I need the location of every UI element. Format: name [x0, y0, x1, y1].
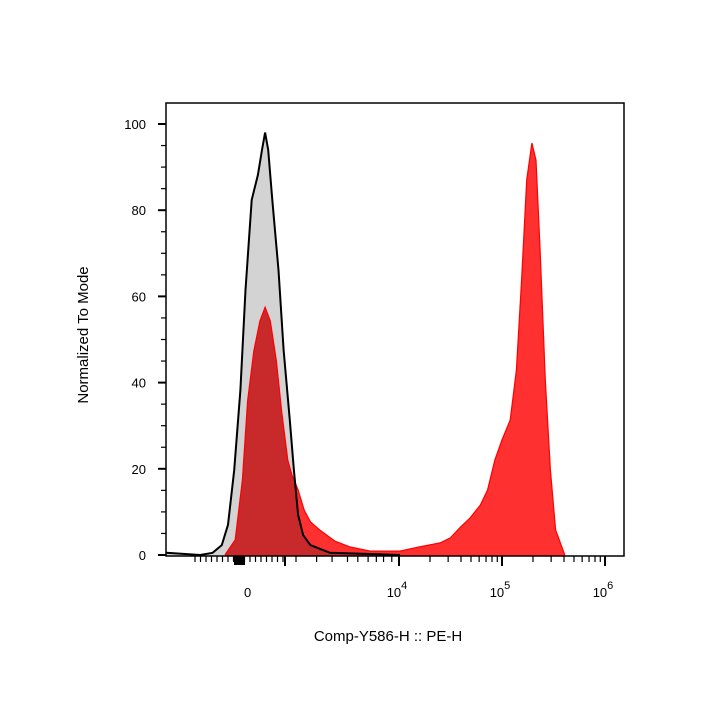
x-tick-label: 0 — [244, 585, 251, 600]
y-tick-label: 40 — [132, 376, 146, 391]
x-tick-label: 104 — [387, 580, 408, 600]
x-tick-base: 0 — [244, 585, 251, 600]
y-axis: 0 20 40 60 80 100 — [124, 117, 166, 563]
x-axis-title: Comp-Y586-H :: PE-H — [314, 628, 462, 645]
x-tick-base: 10 — [593, 585, 607, 600]
x-tick-exponent: 6 — [607, 580, 613, 592]
plot-area — [166, 132, 566, 557]
series-control-line — [166, 132, 401, 557]
plot-frame — [165, 102, 625, 557]
x-tick-base: 10 — [387, 585, 401, 600]
x-tick-base: 10 — [490, 585, 504, 600]
series-stained-line — [224, 142, 566, 556]
series-overlap-fill — [224, 143, 401, 556]
x-tick-label: 106 — [593, 580, 614, 600]
y-tick-label: 100 — [124, 117, 146, 132]
y-axis-title: Normalized To Mode — [75, 266, 92, 403]
y-tick-label: 80 — [132, 203, 146, 218]
y-tick-label: 20 — [132, 462, 146, 477]
x-axis: 0 104 105 106 — [194, 556, 614, 600]
x-zero-marker — [234, 556, 245, 565]
y-tick-label: 0 — [139, 548, 146, 563]
x-tick-label: 105 — [490, 580, 511, 600]
y-tick-label: 60 — [132, 289, 146, 304]
x-tick-exponent: 5 — [504, 580, 510, 592]
x-tick-exponent: 4 — [401, 580, 407, 592]
